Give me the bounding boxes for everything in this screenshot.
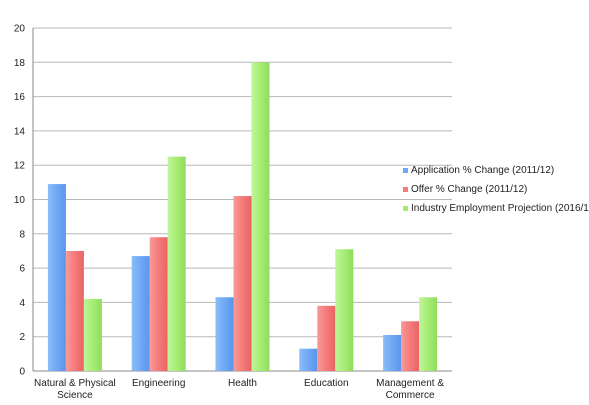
legend-swatch-2	[403, 206, 408, 211]
legend: Application % Change (2011/12) Offer % Ch…	[403, 165, 589, 214]
legend-swatch-1	[403, 187, 408, 192]
x-category-label-line: Health	[228, 378, 257, 389]
bar-0-1	[131, 256, 150, 371]
x-category-label: Education	[304, 378, 348, 389]
bar-0-2	[215, 297, 234, 371]
y-tick-label: 16	[14, 92, 26, 103]
y-tick-label: 0	[19, 367, 25, 378]
bar-2-0	[83, 298, 102, 371]
bar-0-3	[299, 348, 318, 371]
y-tick-label: 4	[19, 298, 25, 309]
bar-1-4	[401, 321, 420, 371]
x-category-label: Health	[228, 378, 257, 389]
x-category-label-line: Natural & Physical	[34, 378, 116, 389]
y-tick-label: 12	[14, 161, 26, 172]
bar-2-4	[419, 297, 438, 371]
legend-label-2: Industry Employment Projection (2016/17)	[411, 203, 589, 214]
x-category-label: Natural & Physical Science	[34, 378, 116, 400]
bar-1-3	[317, 305, 336, 371]
x-category-label-line: Engineering	[132, 378, 185, 389]
bar-2-3	[335, 249, 354, 371]
y-tick-label: 18	[14, 58, 26, 69]
y-tick-label: 10	[14, 195, 26, 206]
x-category-label-line: Management &	[376, 378, 444, 389]
bar-1-0	[65, 250, 84, 371]
bar-0-4	[383, 334, 402, 371]
legend-label-0: Application % Change (2011/12)	[411, 165, 554, 176]
x-category-label-line: Education	[304, 378, 348, 389]
bar-1-2	[233, 196, 252, 371]
y-tick-label: 2	[19, 332, 25, 343]
x-category-label: Management & Commerce	[376, 378, 444, 400]
x-category-label-line: Commerce	[386, 390, 435, 400]
y-tick-label: 8	[19, 229, 25, 240]
x-category-label-line: Science	[57, 390, 93, 400]
y-tick-label: 6	[19, 264, 25, 275]
legend-label-1: Offer % Change (2011/12)	[411, 184, 527, 195]
bar-0-0	[47, 184, 66, 371]
y-tick-label: 20	[14, 24, 26, 35]
bar-1-1	[149, 237, 168, 371]
bars	[47, 62, 438, 372]
bar-2-1	[167, 156, 186, 371]
axis-labels: 0 2 4 6 8 10 12 14 16 18 20 Natural & Physical Scien…	[14, 24, 444, 402]
bar-2-2	[251, 62, 270, 372]
x-category-label: Engineering	[132, 378, 185, 389]
y-tick-label: 14	[14, 126, 26, 137]
legend-swatch-0	[403, 168, 408, 173]
